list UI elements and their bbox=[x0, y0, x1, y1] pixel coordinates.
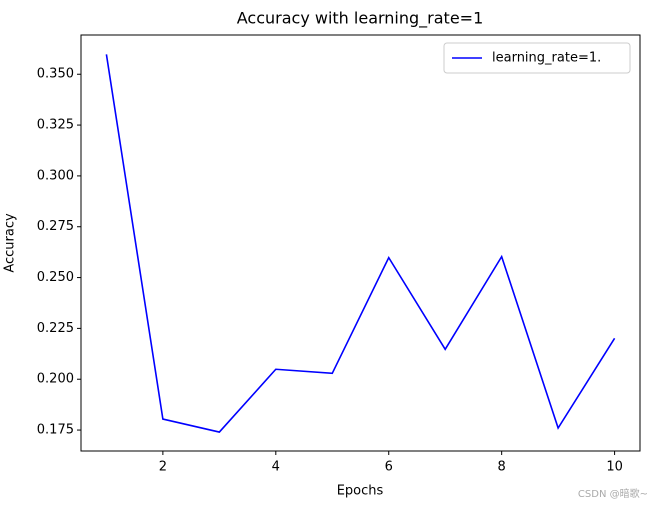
legend-box bbox=[443, 42, 631, 74]
chart-title: Accuracy with learning_rate=1 bbox=[237, 9, 484, 29]
x-axis-label: Epochs bbox=[337, 484, 384, 499]
y-tick-label: 0.175 bbox=[37, 423, 74, 438]
x-tick-label: 6 bbox=[385, 460, 393, 475]
y-tick-label: 0.325 bbox=[37, 118, 74, 133]
y-tick-label: 0.200 bbox=[37, 372, 74, 387]
legend-label: learning_rate=1. bbox=[492, 51, 601, 66]
y-tick-label: 0.250 bbox=[37, 270, 74, 285]
y-tick-label: 0.275 bbox=[37, 219, 74, 234]
data-line bbox=[105, 54, 616, 433]
y-tick-label: 0.300 bbox=[37, 168, 74, 183]
watermark: CSDN @暗歌~ bbox=[578, 487, 648, 500]
x-tick-label: 10 bbox=[606, 460, 623, 475]
y-tick-label: 0.350 bbox=[37, 67, 74, 82]
x-tick-label: 2 bbox=[159, 460, 167, 475]
x-tick-label: 4 bbox=[272, 460, 280, 475]
y-axis-label: Accuracy bbox=[3, 213, 18, 273]
x-tick-label: 8 bbox=[498, 460, 506, 475]
y-tick-label: 0.225 bbox=[37, 321, 74, 336]
plot-frame bbox=[80, 34, 641, 452]
